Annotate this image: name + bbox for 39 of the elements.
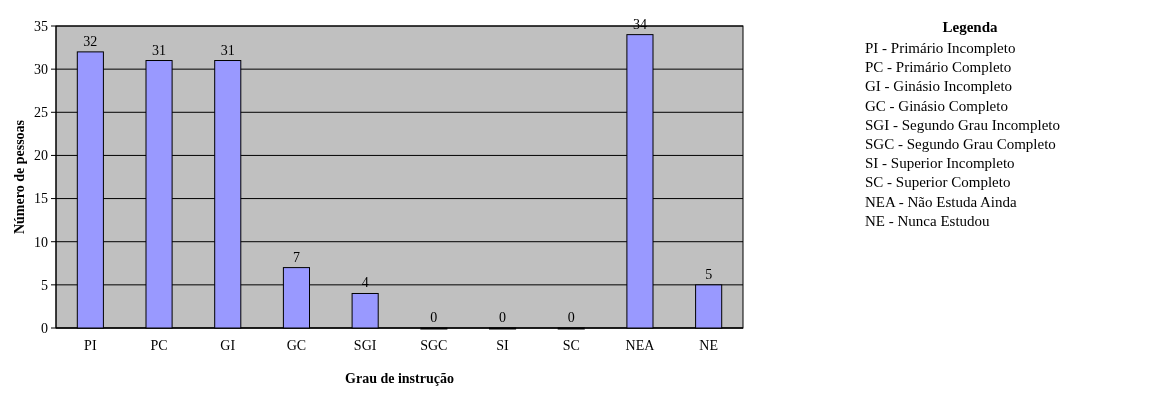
data-label: 5 <box>705 266 713 282</box>
text: SI - Superior Incompleto <box>865 155 1015 172</box>
x-tick-label: NEA <box>625 338 656 353</box>
y-tick-label: 30 <box>34 62 48 78</box>
x-tick-label: PI <box>84 338 97 353</box>
data-label: 31 <box>220 42 235 58</box>
text: PI - Primário Incompleto <box>865 40 1016 56</box>
x-tick-label: GC <box>286 338 307 353</box>
x-tick-label: NE <box>699 338 718 353</box>
data-label: 31 <box>152 42 167 58</box>
legend-title: Legenda <box>942 19 998 35</box>
data-label: 0 <box>430 310 438 325</box>
y-tick-label: 25 <box>34 105 48 121</box>
y-tick-label: 10 <box>34 234 48 250</box>
y-tick-label: 5 <box>41 277 48 293</box>
x-tick-label: SI <box>496 338 510 353</box>
text: SC - Superior Completo <box>865 174 1011 191</box>
text: GI - Ginásio Incompleto <box>865 78 1013 95</box>
text: NEA - Não Estuda Ainda <box>865 193 1017 210</box>
data-label: 7 <box>292 249 300 265</box>
y-tick-label: 20 <box>34 148 48 164</box>
text: GC - Ginásio Completo <box>865 97 1008 114</box>
x-tick-label: PC <box>150 338 168 353</box>
x-axis-title: Grau de instrução <box>345 371 454 386</box>
text: SGC - Segundo Grau Completo <box>865 136 1056 152</box>
data-label: 32 <box>83 33 98 49</box>
x-tick-label: GI <box>220 338 236 353</box>
x-tick-label: SGC <box>420 338 448 353</box>
y-axis-title: Número de pessoas <box>12 119 27 235</box>
text: SGI - Segundo Grau Incompleto <box>865 116 1060 133</box>
x-tick-label: SC <box>562 338 580 353</box>
y-tick-label: 0 <box>41 320 48 336</box>
y-tick-label: 15 <box>34 191 48 207</box>
data-label: 0 <box>567 310 575 325</box>
x-tick-label: SGI <box>353 338 377 353</box>
text: NE - Nunca Estudou <box>865 212 991 229</box>
y-tick-label: 35 <box>34 18 48 34</box>
text: PC - Primário Completo <box>865 59 1012 76</box>
data-label: 0 <box>499 310 507 325</box>
